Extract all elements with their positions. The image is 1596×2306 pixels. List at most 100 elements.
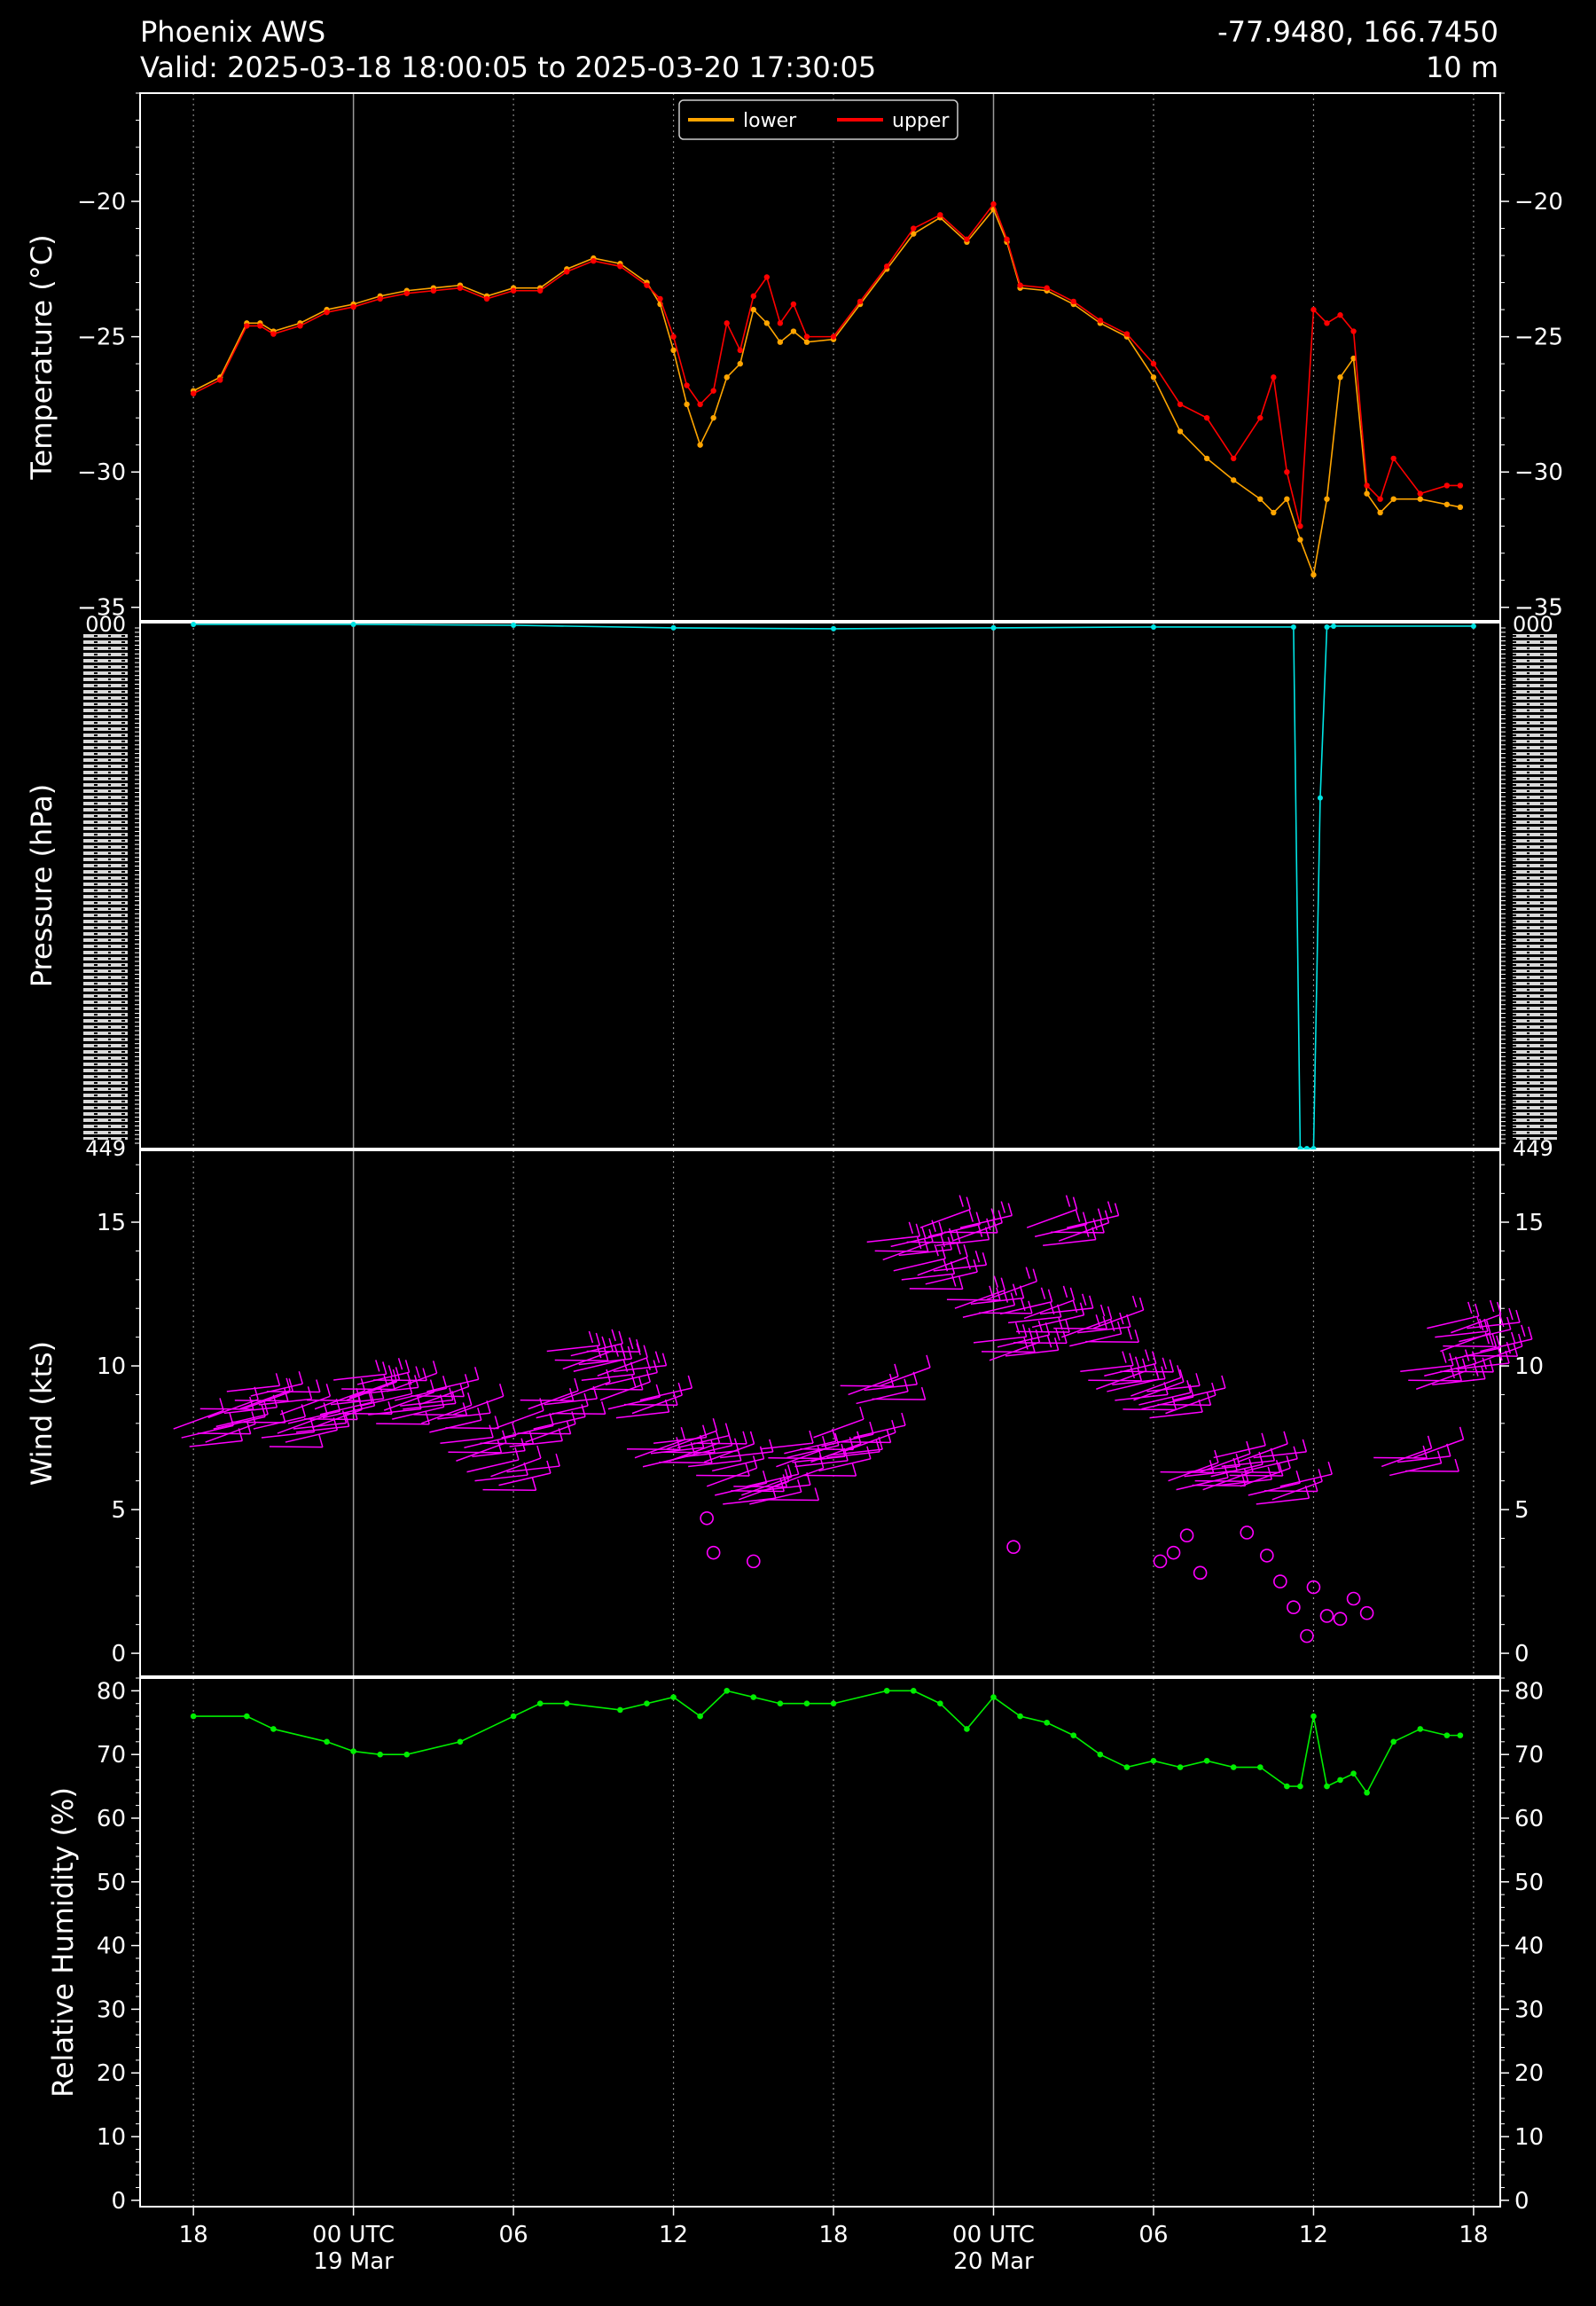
point-humidity bbox=[697, 1713, 703, 1720]
point-humidity bbox=[724, 1688, 731, 1694]
wind-barb-flag bbox=[673, 1392, 678, 1406]
wind-barb-shaft bbox=[615, 1411, 669, 1419]
wind-barb-shaft bbox=[490, 1457, 542, 1478]
wind-barb-flag bbox=[901, 1412, 906, 1426]
wind-barb-shaft bbox=[501, 1424, 554, 1439]
panel-0: −35 −35 −30 −30 −25 −25 −20 −20 Temperature (°C)… bbox=[25, 92, 1563, 622]
wind-calm-circle bbox=[1333, 1612, 1348, 1626]
wind-barb-flag bbox=[951, 1275, 957, 1287]
wind-barb-shaft bbox=[1412, 1439, 1464, 1459]
wind-barb-flag bbox=[817, 1446, 823, 1459]
wind-barb-shaft bbox=[573, 1358, 626, 1372]
point-upper bbox=[964, 236, 970, 242]
wind-barb-flag bbox=[249, 1396, 254, 1410]
series-lower-line bbox=[192, 208, 1461, 578]
wind-barb-flag bbox=[1097, 1208, 1103, 1220]
point-lower bbox=[737, 360, 743, 367]
x-tick-label: 18 bbox=[1459, 2222, 1488, 2248]
wind-barb-flag bbox=[307, 1386, 313, 1400]
wind-barb bbox=[493, 1398, 586, 1447]
wind-barb-flag bbox=[1007, 1203, 1013, 1216]
wind-barb-shaft bbox=[506, 1465, 560, 1473]
point-lower bbox=[803, 339, 810, 345]
wind-barb-flag bbox=[916, 1236, 922, 1250]
wind-barb-flag bbox=[1062, 1330, 1068, 1344]
point-upper bbox=[1257, 414, 1264, 421]
wind-barb-flag bbox=[1092, 1218, 1098, 1231]
wind-barb bbox=[840, 1354, 931, 1405]
wind-barb-shaft bbox=[1013, 1342, 1068, 1345]
point-humidity bbox=[563, 1700, 570, 1707]
wind-barb-flag bbox=[934, 1243, 939, 1257]
wind-barb-shaft bbox=[303, 1418, 357, 1421]
wind-barb-shaft bbox=[685, 1449, 739, 1457]
y-tick-label: 10 bbox=[1514, 1353, 1544, 1380]
wind-barb-flag bbox=[888, 1373, 895, 1387]
wind-barb-shaft bbox=[1221, 1460, 1275, 1468]
wind-barb-flag bbox=[627, 1345, 633, 1360]
point-lower bbox=[1337, 374, 1343, 380]
wind-barb-flag bbox=[1099, 1304, 1106, 1317]
wind-barb-flag bbox=[745, 1463, 750, 1477]
wind-barb-flag bbox=[1065, 1319, 1070, 1333]
point-humidity bbox=[1070, 1732, 1077, 1738]
wind-barb-flag bbox=[1089, 1295, 1094, 1309]
point-lower bbox=[1284, 496, 1290, 502]
wind-barb-shaft bbox=[330, 1398, 384, 1406]
wind-barb-flag bbox=[1000, 1277, 1006, 1290]
wind-barb-flag bbox=[958, 1276, 964, 1290]
point-lower bbox=[684, 401, 690, 408]
wind-barb bbox=[599, 1369, 693, 1419]
wind-barb-flag bbox=[974, 1251, 981, 1263]
wind-barb-flag bbox=[1095, 1314, 1100, 1327]
wind-barb-shaft bbox=[1120, 1370, 1174, 1373]
wind-barb-shaft bbox=[368, 1408, 421, 1416]
wind-barb-flag bbox=[494, 1416, 500, 1429]
wind-barb-shaft bbox=[1092, 1309, 1144, 1329]
point-lower bbox=[1443, 501, 1451, 507]
wind-barb-flag bbox=[762, 1470, 768, 1484]
wind-barb-flag bbox=[661, 1353, 668, 1366]
y-tick-label: 70 bbox=[1514, 1742, 1544, 1769]
wind-barb-shaft bbox=[989, 1341, 1040, 1361]
point-humidity bbox=[1417, 1726, 1424, 1732]
point-upper bbox=[190, 390, 197, 396]
y-tick-label: 15 bbox=[1514, 1210, 1544, 1236]
wind-barb bbox=[226, 1371, 321, 1410]
point-upper bbox=[377, 295, 383, 302]
wind-barb-shaft bbox=[205, 1423, 256, 1443]
wind-barb-shaft bbox=[552, 1412, 606, 1415]
y-tick-label: 449 bbox=[85, 1136, 126, 1161]
x-tick-label: 06 bbox=[499, 2222, 528, 2248]
point-upper bbox=[257, 323, 263, 329]
point-humidity bbox=[803, 1700, 810, 1707]
wind-barb bbox=[1080, 1349, 1175, 1390]
wind-barb-shaft bbox=[773, 1467, 824, 1487]
point-lower bbox=[1417, 496, 1423, 502]
wind-barb-shaft bbox=[482, 1488, 536, 1492]
wind-barb bbox=[946, 1267, 1038, 1318]
y-tick-label: −20 bbox=[77, 189, 126, 216]
wind-barb-flag bbox=[1267, 1466, 1272, 1480]
wind-barb-shaft bbox=[1240, 1467, 1291, 1487]
wind-barb-shaft bbox=[464, 1434, 517, 1448]
point-humidity bbox=[350, 1748, 356, 1754]
wind-barb bbox=[653, 1423, 747, 1462]
wind-barb-shaft bbox=[448, 1451, 502, 1454]
point-upper bbox=[350, 303, 356, 310]
x-tick-label: 00 UTC bbox=[312, 2222, 395, 2248]
wind-barb-flag bbox=[1508, 1307, 1514, 1321]
wind-barb-flag bbox=[1040, 1287, 1046, 1299]
wind-barb-shaft bbox=[474, 1474, 528, 1482]
wind-barb-shaft bbox=[1043, 1238, 1096, 1246]
wind-barb bbox=[279, 1384, 373, 1433]
wind-barb-shaft bbox=[607, 1396, 661, 1410]
wind-barb-flag bbox=[975, 1212, 981, 1225]
wind-barb-shaft bbox=[226, 1384, 280, 1392]
wind-barb-shaft bbox=[285, 1429, 338, 1443]
point-humidity bbox=[1350, 1770, 1357, 1777]
wind-calm-circle bbox=[1166, 1545, 1181, 1560]
wind-barb-shaft bbox=[234, 1400, 288, 1402]
x-tick-label: 18 bbox=[179, 2222, 208, 2248]
